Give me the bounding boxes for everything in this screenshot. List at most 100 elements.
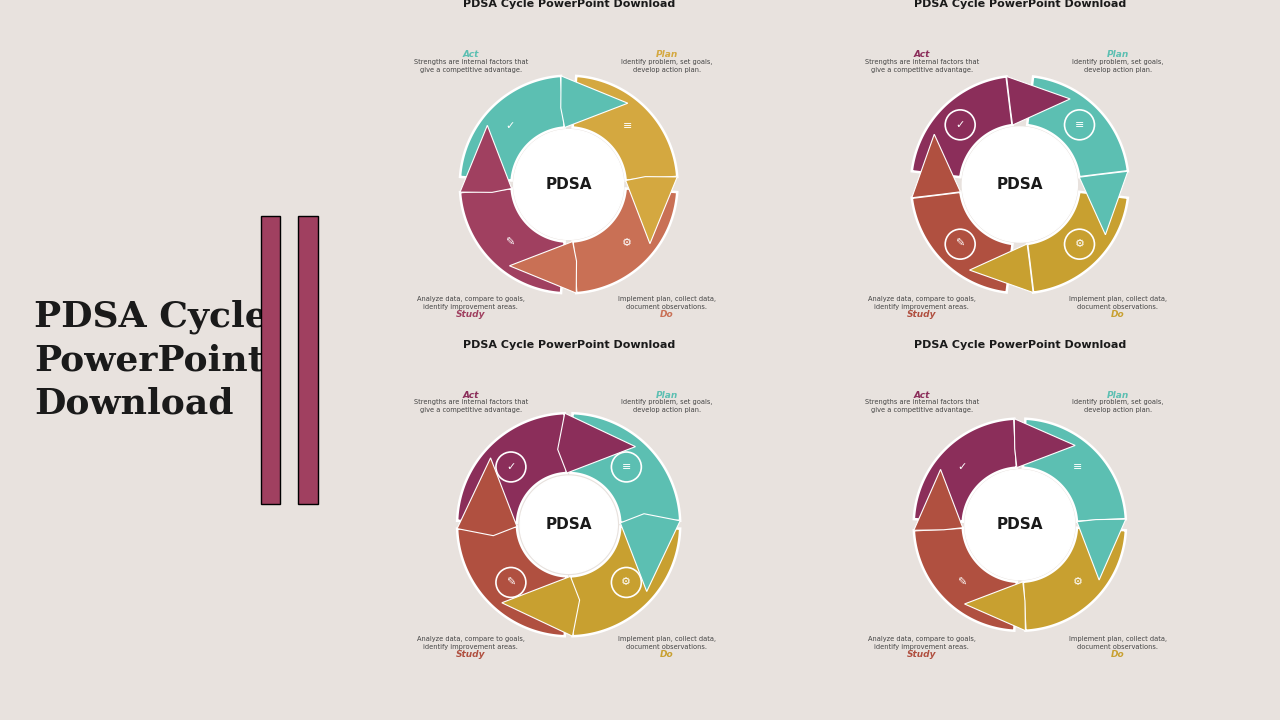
Text: ✎: ✎ <box>506 577 516 588</box>
Text: Implement plan, collect data,
document observations.: Implement plan, collect data, document o… <box>1069 296 1167 310</box>
Circle shape <box>965 470 1075 580</box>
Polygon shape <box>914 419 1016 522</box>
Polygon shape <box>1023 528 1126 631</box>
Polygon shape <box>457 526 567 636</box>
Text: ⚙: ⚙ <box>621 577 631 588</box>
Polygon shape <box>969 244 1033 292</box>
Polygon shape <box>1006 76 1070 125</box>
Polygon shape <box>1076 519 1126 580</box>
Polygon shape <box>911 134 960 198</box>
Text: Act: Act <box>462 390 479 400</box>
Text: ≡: ≡ <box>622 121 632 131</box>
Polygon shape <box>502 577 580 636</box>
Text: ✎: ✎ <box>506 238 515 248</box>
Text: PDSA: PDSA <box>545 517 591 532</box>
Title: PDSA Cycle PowerPoint Download: PDSA Cycle PowerPoint Download <box>914 340 1126 350</box>
Text: ✓: ✓ <box>955 120 965 130</box>
FancyBboxPatch shape <box>261 216 280 504</box>
Text: Act: Act <box>462 50 479 59</box>
Text: Strengths are internal factors that
give a competitive advantage.: Strengths are internal factors that give… <box>413 59 527 73</box>
Text: Identify problem, set goals,
develop action plan.: Identify problem, set goals, develop act… <box>1073 59 1164 73</box>
Polygon shape <box>457 413 567 523</box>
Polygon shape <box>571 526 680 636</box>
Polygon shape <box>621 514 680 592</box>
Text: Study: Study <box>908 310 937 319</box>
Polygon shape <box>911 192 1012 292</box>
Text: ✓: ✓ <box>957 462 966 472</box>
Circle shape <box>612 567 641 598</box>
Polygon shape <box>509 241 576 293</box>
Text: ≡: ≡ <box>1073 462 1083 472</box>
Polygon shape <box>1027 192 1128 292</box>
Circle shape <box>963 127 1078 242</box>
Text: Do: Do <box>1111 650 1125 659</box>
Text: ✓: ✓ <box>506 462 516 472</box>
Text: ✎: ✎ <box>955 239 965 249</box>
Polygon shape <box>1027 76 1128 177</box>
Text: PDSA Cycle
PowerPoint
Download: PDSA Cycle PowerPoint Download <box>35 300 268 420</box>
Text: Implement plan, collect data,
document observations.: Implement plan, collect data, document o… <box>1069 636 1167 650</box>
Text: Analyze data, compare to goals,
identify improvement areas.: Analyze data, compare to goals, identify… <box>417 636 525 650</box>
Text: Analyze data, compare to goals,
identify improvement areas.: Analyze data, compare to goals, identify… <box>868 296 975 310</box>
Polygon shape <box>914 528 1016 631</box>
Polygon shape <box>1023 419 1126 522</box>
Text: Strengths are internal factors that
give a competitive advantage.: Strengths are internal factors that give… <box>865 59 979 73</box>
Text: PDSA: PDSA <box>545 177 591 192</box>
Text: Act: Act <box>914 50 931 59</box>
Text: Plan: Plan <box>655 390 677 400</box>
Text: Do: Do <box>659 310 673 319</box>
Text: ✓: ✓ <box>506 121 515 131</box>
Text: Plan: Plan <box>1107 50 1129 59</box>
Text: Analyze data, compare to goals,
identify improvement areas.: Analyze data, compare to goals, identify… <box>868 636 975 650</box>
Text: ⚙: ⚙ <box>622 238 632 248</box>
Polygon shape <box>460 125 512 192</box>
Text: Strengths are internal factors that
give a competitive advantage.: Strengths are internal factors that give… <box>413 400 527 413</box>
Text: PDSA: PDSA <box>997 177 1043 192</box>
Polygon shape <box>572 189 677 293</box>
Text: Study: Study <box>908 650 937 659</box>
Circle shape <box>945 110 975 140</box>
Text: Do: Do <box>659 650 673 659</box>
Polygon shape <box>460 189 564 293</box>
Circle shape <box>513 130 623 239</box>
Text: Analyze data, compare to goals,
identify improvement areas.: Analyze data, compare to goals, identify… <box>417 296 525 310</box>
Text: Plan: Plan <box>655 50 677 59</box>
Circle shape <box>945 229 975 259</box>
Circle shape <box>1065 229 1094 259</box>
Text: Identify problem, set goals,
develop action plan.: Identify problem, set goals, develop act… <box>621 59 712 73</box>
Circle shape <box>495 567 526 598</box>
Title: PDSA Cycle PowerPoint Download: PDSA Cycle PowerPoint Download <box>462 0 675 9</box>
Text: Implement plan, collect data,
document observations.: Implement plan, collect data, document o… <box>618 296 716 310</box>
Polygon shape <box>911 76 1012 177</box>
Polygon shape <box>558 413 635 473</box>
Text: ≡: ≡ <box>1075 120 1084 130</box>
Circle shape <box>495 452 526 482</box>
FancyBboxPatch shape <box>298 216 317 504</box>
Polygon shape <box>1079 171 1128 235</box>
Text: Study: Study <box>456 310 485 319</box>
Text: ≡: ≡ <box>622 462 631 472</box>
Polygon shape <box>626 176 677 243</box>
Circle shape <box>612 452 641 482</box>
Polygon shape <box>572 76 677 181</box>
Circle shape <box>1065 110 1094 140</box>
Text: Act: Act <box>914 390 931 400</box>
Polygon shape <box>1014 419 1075 467</box>
Polygon shape <box>457 458 517 536</box>
Title: PDSA Cycle PowerPoint Download: PDSA Cycle PowerPoint Download <box>914 0 1126 9</box>
Text: Identify problem, set goals,
develop action plan.: Identify problem, set goals, develop act… <box>621 400 712 413</box>
Polygon shape <box>571 413 680 523</box>
Text: ⚙: ⚙ <box>1074 239 1084 249</box>
Polygon shape <box>914 469 963 530</box>
Text: Strengths are internal factors that
give a competitive advantage.: Strengths are internal factors that give… <box>865 400 979 413</box>
Text: Plan: Plan <box>1107 390 1129 400</box>
Text: Study: Study <box>456 650 485 659</box>
Circle shape <box>520 476 617 573</box>
Polygon shape <box>561 76 627 127</box>
Title: PDSA Cycle PowerPoint Download: PDSA Cycle PowerPoint Download <box>462 340 675 350</box>
Text: PDSA: PDSA <box>997 517 1043 532</box>
Text: ⚙: ⚙ <box>1073 577 1083 588</box>
Text: Identify problem, set goals,
develop action plan.: Identify problem, set goals, develop act… <box>1073 400 1164 413</box>
Text: Implement plan, collect data,
document observations.: Implement plan, collect data, document o… <box>618 636 716 650</box>
Text: ✎: ✎ <box>957 577 966 588</box>
